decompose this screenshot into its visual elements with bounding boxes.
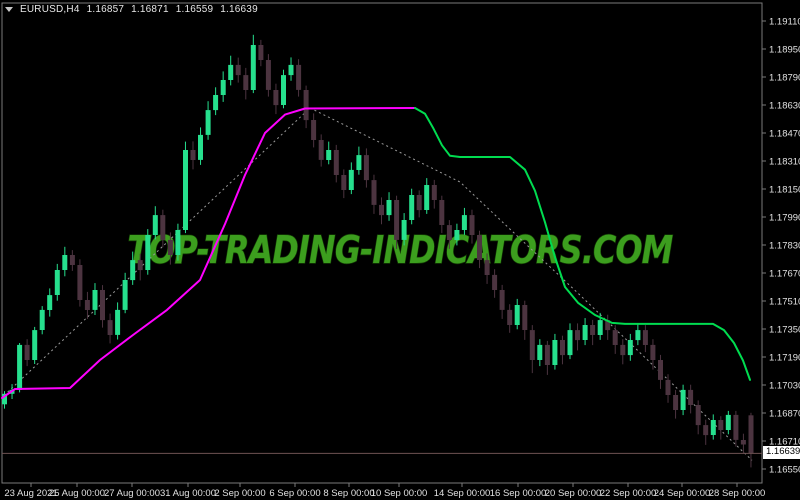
- time-axis-label: 31 Aug 00:00: [160, 488, 216, 499]
- price-axis-label: 1.16710: [769, 437, 800, 448]
- time-axis-label: 22 Sep 00:00: [600, 488, 657, 499]
- price-axis-label: 1.17190: [769, 353, 800, 364]
- candle-series: [2, 34, 754, 468]
- watermark-text: TOP-TRADING-INDICATORS.COM: [128, 228, 674, 272]
- quote-close: 1.16639: [220, 4, 258, 15]
- time-axis-label: 8 Sep 00:00: [323, 488, 374, 499]
- price-axis-label: 1.18470: [769, 129, 800, 140]
- time-axis-label: 2 Sep 00:00: [214, 488, 265, 499]
- quote-high: 1.16871: [131, 4, 169, 15]
- time-axis-label: 23 Aug 2021: [4, 488, 57, 499]
- time-axis-label: 6 Sep 00:00: [269, 488, 320, 499]
- quote-bar: EURUSD,H4 1.16857 1.16871 1.16559 1.1663…: [5, 4, 258, 15]
- trend-stop-up: [1, 107, 416, 399]
- time-axis-label: 27 Aug 00:00: [104, 488, 160, 499]
- watermark: TOP-TRADING-INDICATORS.COM: [127, 227, 675, 272]
- quote-open: 1.16857: [86, 4, 125, 15]
- quote-low: 1.16559: [175, 4, 214, 15]
- time-axis-label: 20 Sep 00:00: [545, 488, 602, 499]
- price-axis-label: 1.16550: [769, 465, 800, 476]
- price-axis-label: 1.17350: [769, 325, 800, 336]
- price-axis: 1.19110 1.18950 1.18790 1.18630 1.18470 1.183…: [762, 17, 800, 476]
- symbol-timeframe-label: EURUSD,H4: [20, 4, 80, 15]
- price-axis-label: 1.17510: [769, 297, 800, 308]
- price-axis-label: 1.18950: [769, 45, 800, 56]
- time-axis-label: 14 Sep 00:00: [434, 488, 491, 499]
- dotted-downtrend: [309, 107, 753, 461]
- time-axis-label: 25 Aug 00:00: [49, 488, 105, 499]
- price-axis-label: 1.17830: [769, 241, 800, 252]
- trend-stop-down: [414, 107, 751, 381]
- price-axis-label: 1.18790: [769, 73, 800, 84]
- time-axis-label: 28 Sep 00:00: [709, 488, 766, 499]
- time-axis-label: 10 Sep 00:00: [371, 488, 428, 499]
- price-axis-label: 1.16870: [769, 409, 800, 420]
- price-axis-label: 1.17990: [769, 213, 800, 224]
- symbol-dropdown-icon[interactable]: [5, 7, 13, 12]
- time-axis-label: 24 Sep 00:00: [654, 488, 711, 499]
- price-axis-label: 1.18310: [769, 157, 800, 168]
- trend-stop-lines: [1, 107, 751, 399]
- price-axis-label: 1.17670: [769, 269, 800, 280]
- price-axis-label: 1.18150: [769, 185, 800, 196]
- price-axis-label: 1.17030: [769, 381, 800, 392]
- current-price-tag: 1.16639: [763, 446, 800, 459]
- time-axis-label: 16 Sep 00:00: [490, 488, 547, 499]
- dotted-trendlines: [3, 107, 753, 461]
- price-axis-label: 1.18630: [769, 101, 800, 112]
- price-axis-label: 1.19110: [769, 17, 800, 28]
- chart-frame: [1, 2, 763, 484]
